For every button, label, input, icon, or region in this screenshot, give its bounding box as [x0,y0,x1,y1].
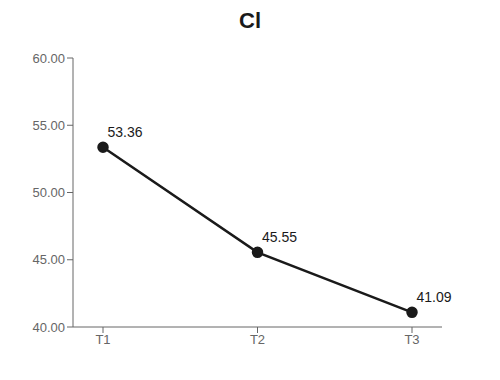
html-text:Cl: Cl [239,8,261,33]
svg-text:T2: T2 [250,332,265,347]
svg-text:53.36: 53.36 [107,124,142,140]
svg-text:55.00: 55.00 [32,118,65,133]
svg-text:60.00: 60.00 [32,51,65,66]
svg-text:T1: T1 [95,332,110,347]
svg-text:41.09: 41.09 [416,289,451,305]
svg-text:50.00: 50.00 [32,185,65,200]
svg-text:45.55: 45.55 [262,229,297,245]
svg-text:T3: T3 [404,332,419,347]
svg-text:40.00: 40.00 [32,320,65,335]
svg-text:45.00: 45.00 [32,252,65,267]
